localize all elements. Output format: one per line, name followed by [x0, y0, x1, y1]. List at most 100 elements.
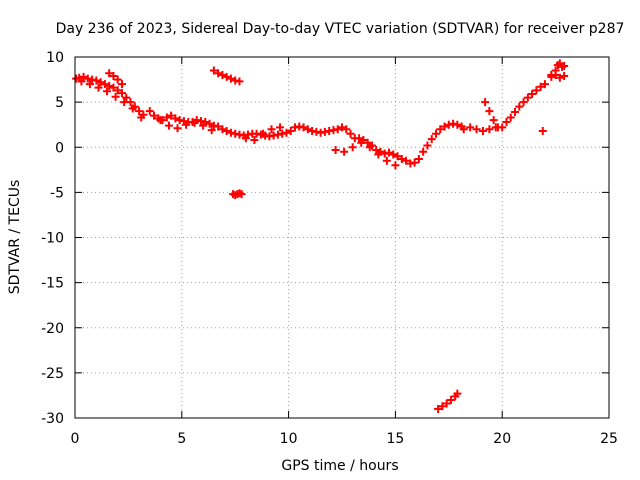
data-point — [374, 150, 383, 159]
data-point — [536, 82, 545, 91]
data-point — [402, 156, 411, 165]
data-point — [113, 86, 122, 95]
data-point — [397, 154, 406, 163]
data-point — [555, 73, 564, 82]
data-point — [338, 123, 346, 132]
data-point — [156, 116, 165, 125]
data-point — [117, 89, 126, 98]
data-point — [493, 123, 502, 132]
data-point — [478, 127, 487, 136]
x-axis-ticks: 0 5 10 15 20 25 — [71, 57, 618, 447]
data-point — [222, 127, 231, 136]
y-tick-label: -25 — [41, 366, 64, 382]
data-point — [105, 81, 114, 90]
grid-lines — [75, 57, 609, 418]
y-axis-ticks: 10 5 0 -5 -10 -15 -20 -25 -30 — [41, 50, 609, 427]
data-point — [241, 134, 250, 143]
y-tick-label: -30 — [41, 411, 64, 427]
data-point — [442, 399, 451, 408]
data-point — [77, 77, 86, 86]
x-tick-label: 5 — [177, 431, 186, 447]
data-point — [532, 86, 541, 95]
data-point — [135, 107, 144, 116]
data-point — [164, 121, 173, 130]
data-point — [85, 80, 94, 89]
chart-title: Day 236 of 2023, Sidereal Day-to-day VTE… — [56, 21, 625, 37]
data-points — [72, 59, 569, 413]
data-point — [540, 80, 549, 89]
data-point — [459, 125, 468, 134]
data-point — [137, 113, 146, 122]
data-point — [235, 77, 244, 86]
data-point — [122, 93, 131, 102]
data-point — [214, 122, 223, 131]
y-tick-label: -10 — [41, 231, 64, 247]
y-axis-title: SDTVAR / TECUs — [7, 180, 23, 295]
data-point — [100, 80, 109, 89]
data-point — [258, 129, 267, 138]
y-tick-label: 5 — [55, 95, 64, 111]
data-point — [303, 125, 312, 134]
data-point — [519, 98, 528, 107]
data-point — [348, 143, 357, 152]
data-point — [145, 107, 154, 116]
data-point — [214, 69, 223, 78]
data-point — [423, 141, 432, 150]
data-point — [346, 129, 355, 138]
data-point — [103, 87, 112, 96]
data-point — [79, 72, 88, 81]
data-point — [436, 125, 445, 134]
data-point — [481, 98, 490, 107]
data-point — [113, 75, 122, 84]
data-point — [355, 134, 364, 143]
data-point — [431, 129, 440, 138]
data-point — [340, 147, 349, 156]
data-point — [205, 119, 214, 128]
data-point — [182, 120, 191, 129]
data-point — [94, 83, 103, 92]
data-point — [111, 92, 120, 101]
data-point — [414, 154, 423, 163]
y-tick-label: -20 — [41, 321, 64, 337]
data-point — [207, 126, 216, 135]
data-point — [560, 71, 569, 80]
data-point — [109, 71, 118, 80]
data-point — [190, 118, 199, 127]
data-point — [209, 66, 218, 75]
data-point — [237, 190, 246, 199]
data-point — [410, 158, 419, 167]
x-tick-label: 25 — [600, 431, 618, 447]
data-point — [331, 145, 340, 154]
data-point — [96, 78, 105, 87]
data-point — [382, 156, 391, 165]
data-point — [389, 150, 398, 159]
y-tick-label: 0 — [55, 140, 64, 156]
data-point — [440, 122, 449, 131]
x-axis-title: GPS time / hours — [281, 458, 398, 474]
data-point — [150, 111, 159, 120]
data-point — [218, 71, 227, 80]
data-point — [267, 125, 276, 134]
data-point — [222, 72, 231, 81]
data-point — [282, 128, 291, 137]
data-point — [117, 80, 126, 89]
data-point — [446, 395, 455, 404]
data-point — [167, 111, 176, 120]
y-tick-label: 10 — [46, 50, 64, 66]
data-point — [105, 69, 114, 78]
data-point — [528, 90, 537, 99]
data-point — [393, 152, 402, 161]
data-point — [365, 143, 374, 152]
x-tick-label: 20 — [493, 431, 511, 447]
data-point — [538, 127, 547, 136]
data-point — [384, 148, 393, 157]
data-point — [560, 62, 569, 71]
data-point — [485, 125, 494, 134]
data-point — [286, 127, 295, 136]
data-point — [391, 161, 400, 170]
data-point — [427, 135, 436, 144]
y-tick-label: -5 — [50, 185, 64, 201]
data-point — [109, 83, 118, 92]
data-point — [171, 114, 180, 123]
